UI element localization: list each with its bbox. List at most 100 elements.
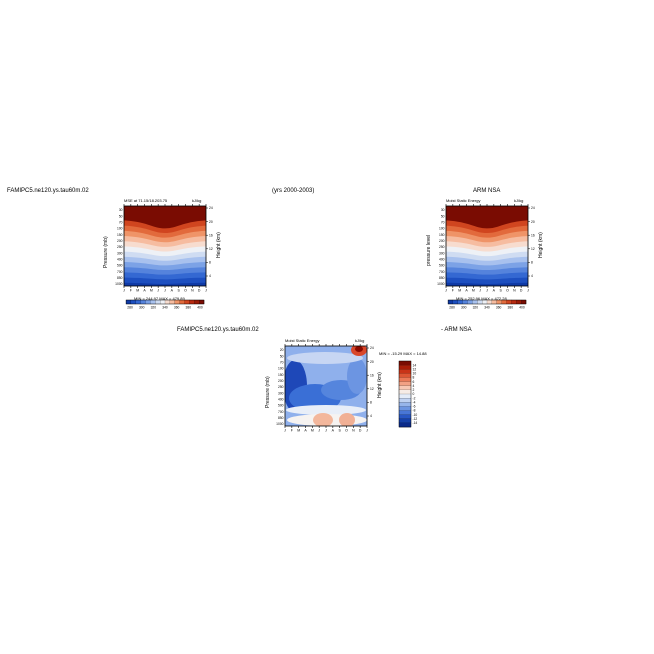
diff-colorbar-cell [398,422,412,428]
obs-x-tick-label: M [472,289,475,293]
obs-x-tick-label: J [445,289,447,293]
model-colorbar-cell [164,299,171,305]
model-x-tick-label: J [164,289,166,293]
obs-colorbar-label: 320 [473,306,479,310]
obs-colorbar-cell [496,299,502,305]
obs-x-tick-label: F [452,289,454,293]
model-colorbar-cell [189,299,195,305]
diff-x-tick-label: N [352,429,355,433]
model-x-tick-label: J [205,289,207,293]
model-colorbar-cell [194,299,200,305]
obs-colorbar-cell [472,299,478,305]
diff-x-tick-label: S [338,429,341,433]
model-x-tick-label: F [130,289,132,293]
diff-colorbar-label: -8 [413,409,416,413]
diff-y2-tick-label: 24 [370,346,374,350]
obs-colorbar-cell [482,299,488,305]
diff-colorbar-cell [398,373,412,378]
obs-colorbar-label: 380 [508,306,514,310]
model-y2-tick-label: 24 [209,206,213,210]
diff-x-tick-label: M [311,429,314,433]
obs-colorbar-cell [467,299,473,305]
obs-y-tick-label: 500 [439,264,445,268]
diff-y2-tick-label: 12 [370,387,374,391]
obs-x-tick-label: N [513,289,516,293]
period-label: (yrs 2000-2003) [272,188,315,194]
model-colorbar-cell [169,299,176,305]
diff-colorbar-label: 6 [413,380,415,384]
obs-y-tick-label: 50 [441,214,445,218]
model-x-tick-label: S [177,289,180,293]
diff-colorbar-label: 8 [413,376,415,380]
obs-colorbar-label: 300 [461,306,467,310]
diff-contour-region [355,346,363,352]
model-colorbar-label: 360 [174,306,180,310]
obs-y-tick-label: 200 [439,239,445,243]
diff-y-tick-label: 20 [280,348,284,352]
obs-y-tick-label: 1000 [437,282,445,286]
diff-colorbar-cell [398,369,412,374]
diff-y-tick-label: 100 [278,367,284,371]
diff-colorbar-cell [398,365,412,370]
diff-colorbar-label: -12 [413,417,418,421]
model-y-tick-label: 250 [117,245,123,249]
diff-x-tick-label: A [332,429,335,433]
model-contour-band [124,282,206,286]
obs-colorbar-cell [521,299,527,305]
diff-colorbar-label: -6 [413,405,416,409]
model-colorbar-label: 380 [186,306,192,310]
model-panel-units: kJ/kg [192,198,202,203]
model-colorbar-label: 300 [139,306,145,310]
model-y-tick-label: 500 [117,264,123,268]
diff-y-tick-label: 250 [278,385,284,389]
diff-colorbar-cell [398,393,412,399]
model-colorbar-cell [155,299,161,305]
diff-colorbar-label: 2 [413,388,415,392]
model-colorbar-cell [160,299,166,305]
diff-colorbar-label: 14 [413,363,417,367]
model-y-tick-label: 100 [117,227,123,231]
model-panel-title: MSE at 71.15/18.203.75 [124,198,168,203]
model-x-tick-label: J [123,289,125,293]
model-y-tick-label: 50 [119,214,123,218]
diff-colorbar-label: -2 [413,396,416,400]
diff-y-tick-label: 50 [280,354,284,358]
obs-colorbar-cell [452,299,459,305]
model-colorbar-cell [184,299,190,305]
diff-colorbar-cell [398,389,412,395]
diff-contour-region [347,358,367,394]
obs-x-tick-label: A [493,289,496,293]
obs-y2-tick-label: 20 [531,220,535,224]
model-y-tick-label: 30 [119,208,123,212]
diff-x-tick-label: A [304,429,307,433]
diff-colorbar-cell [398,410,412,415]
diff-model-label: FAMIPC5.ne120.ys.tau60m.02 [177,327,259,333]
diff-colorbar-cell [398,385,412,391]
obs-panel-units: kJ/kg [514,198,524,203]
obs-panel-title: Moist Static Energy [446,198,481,203]
diff-y-tick-label: 300 [278,391,284,395]
diff-y-tick-label: 70 [280,361,284,365]
diff-x-tick-label: O [345,429,348,433]
model-x-tick-label: A [143,289,146,293]
model-colorbar-cell [125,299,132,305]
model-stats: MIN = 244.97 MAX = 479.89 [134,296,185,301]
model-colorbar-cell [140,299,146,305]
diff-x-tick-label: J [284,429,286,433]
obs-x-tick-label: M [458,289,461,293]
diff-colorbar-label: 12 [413,367,417,371]
diff-y-tick-label: 200 [278,379,284,383]
model-colorbar-label: 400 [197,306,203,310]
diff-obs-label: - ARM NSA [441,327,472,333]
diff-y-tick-label: 150 [278,373,284,377]
obs-colorbar-label: 340 [484,306,490,310]
obs-x-tick-label: J [486,289,488,293]
diff-x-tick-label: J [318,429,320,433]
obs-y-tick-label: 250 [439,245,445,249]
model-colorbar-label: 320 [151,306,157,310]
diff-y2-tick-label: 4 [370,414,372,418]
diff-y-tick-label: 850 [278,416,284,420]
obs-x-tick-label: J [479,289,481,293]
diff-colorbar-cell [398,402,412,407]
